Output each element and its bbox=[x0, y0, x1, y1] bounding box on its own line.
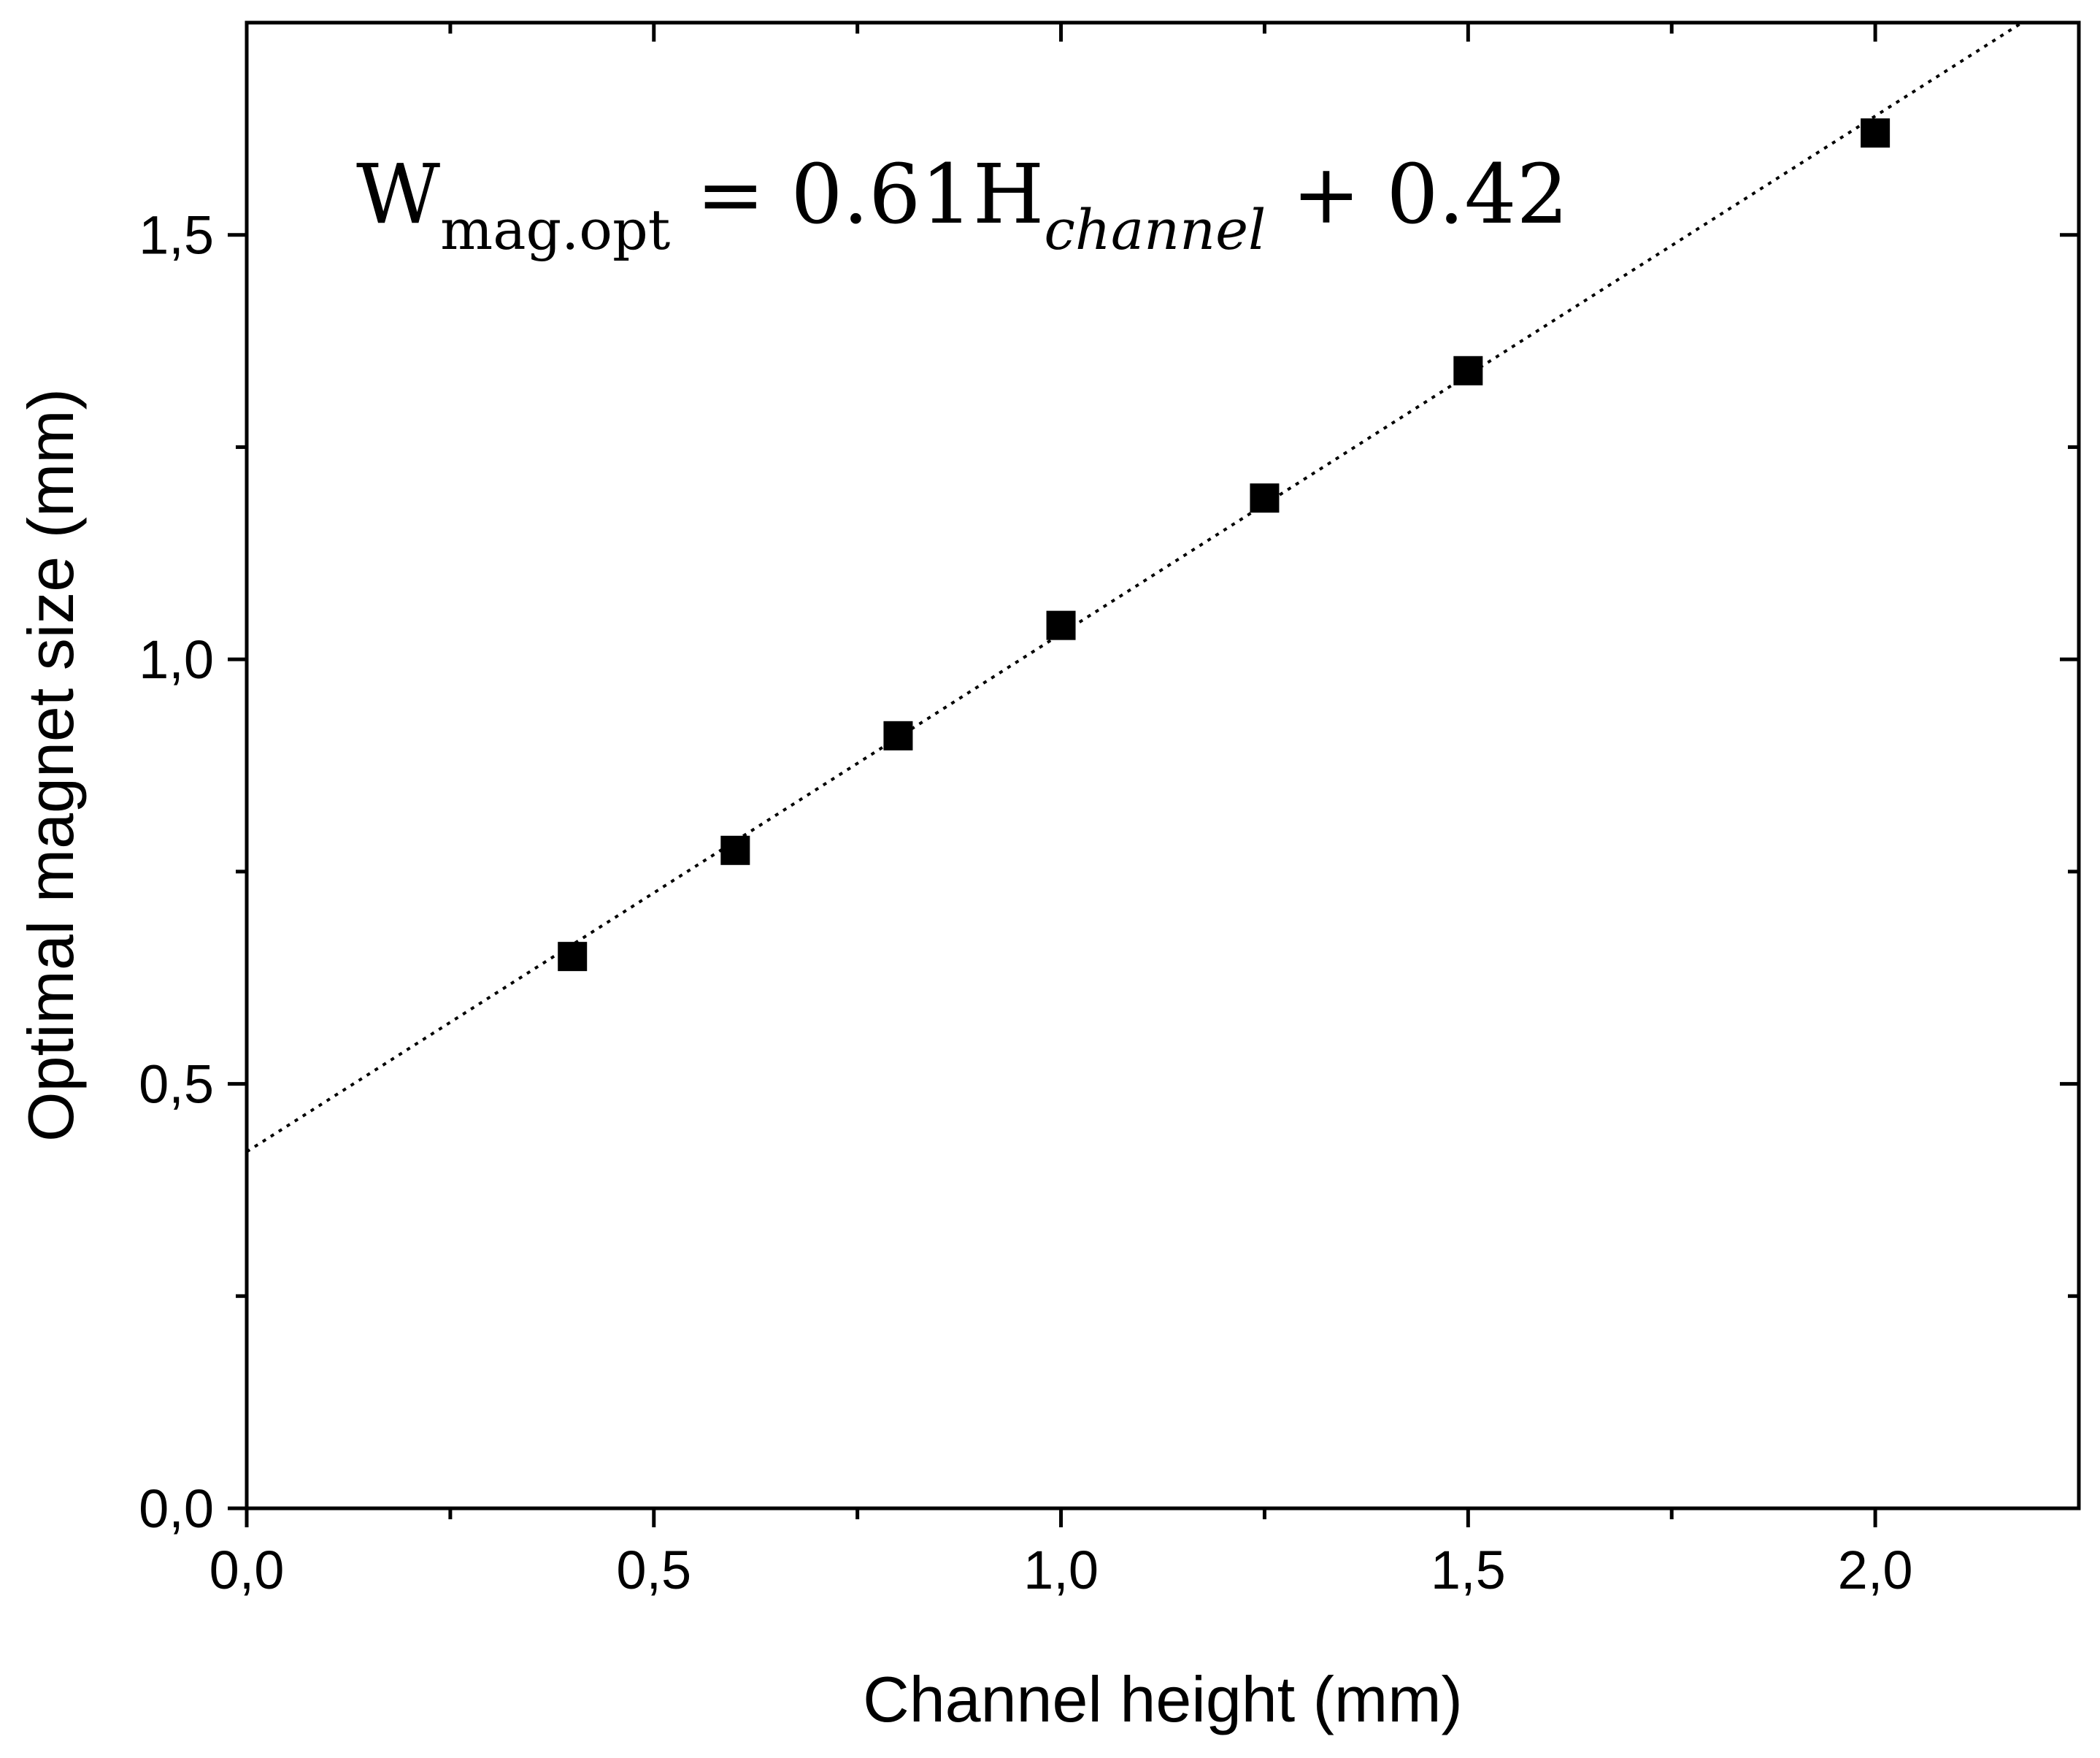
x-tick-label: 0,0 bbox=[209, 1540, 285, 1600]
y-tick-label: 0,5 bbox=[139, 1054, 214, 1115]
y-tick-label: 0,0 bbox=[139, 1478, 214, 1539]
x-tick-label: 1,5 bbox=[1431, 1540, 1506, 1600]
fit-line bbox=[245, 21, 2023, 1154]
y-axis-title: Optimal magnet size (mm) bbox=[15, 388, 87, 1142]
data-point bbox=[1861, 118, 1891, 148]
equation-end: + 0.42 bbox=[1266, 147, 1568, 242]
fit-equation: Wmag.opt = 0.61Hchannel + 0.42 bbox=[356, 147, 1569, 262]
equation-middle: = 0.61H bbox=[670, 147, 1044, 242]
x-tick-labels: 0,0 0,5 1,0 1,5 2,0 bbox=[209, 1540, 1913, 1600]
data-point bbox=[883, 721, 913, 751]
data-point bbox=[720, 835, 750, 865]
data-point bbox=[1046, 610, 1076, 640]
equation-subscript-italic: channel bbox=[1044, 197, 1266, 262]
data-point bbox=[1250, 483, 1280, 513]
equation-subscript: mag.opt bbox=[440, 197, 670, 262]
y-tick-label: 1,5 bbox=[139, 205, 214, 266]
fit-line-layer bbox=[245, 21, 2023, 1154]
x-tick-label: 1,0 bbox=[1023, 1540, 1099, 1600]
x-axis-title: Channel height (mm) bbox=[863, 1663, 1463, 1735]
y-tick-labels: 0,0 0,5 1,0 1,5 bbox=[139, 205, 214, 1539]
x-tick-label: 0,5 bbox=[616, 1540, 691, 1600]
x-tick-label: 2,0 bbox=[1838, 1540, 1913, 1600]
y-tick-label: 1,0 bbox=[139, 629, 214, 690]
equation-main: W bbox=[356, 147, 440, 242]
data-points bbox=[558, 118, 1891, 972]
data-point bbox=[1453, 356, 1483, 385]
data-point bbox=[558, 942, 588, 972]
plot-frame bbox=[245, 20, 2081, 1511]
